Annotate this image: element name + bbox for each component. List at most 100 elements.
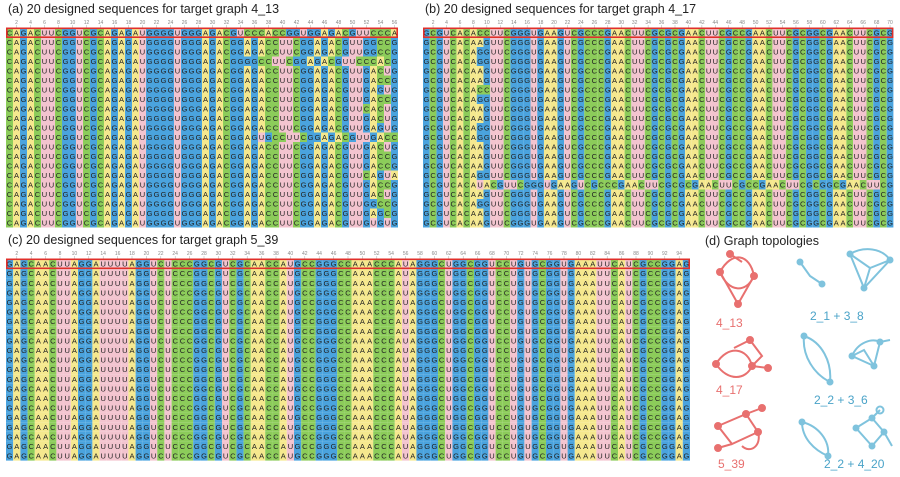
nucleotide-letter: C (266, 143, 272, 152)
nucleotide-letter: U (639, 162, 644, 171)
nucleotide-letter: A (203, 29, 208, 38)
nucleotide-letter: U (385, 143, 390, 152)
nucleotide-letter: G (665, 105, 671, 114)
nucleotide-letter: U (357, 48, 362, 57)
nucleotide-letter: U (773, 162, 778, 171)
nucleotide-letter: G (887, 171, 893, 180)
nucleotide-letter: C (800, 38, 806, 47)
nucleotide-letter: G (887, 57, 893, 66)
nucleotide-letter: C (739, 190, 745, 199)
nucleotide-letter: G (70, 152, 76, 161)
nucleotide-letter: U (477, 181, 482, 190)
nucleotide-letter: G (252, 67, 258, 76)
nucleotide-letter: G (91, 105, 97, 114)
nucleotide-letter: C (98, 152, 104, 161)
nucleotide-letter: G (746, 190, 752, 199)
nucleotide-letter: C (336, 38, 342, 47)
nucleotide-letter: A (840, 67, 845, 76)
nucleotide-letter: G (189, 114, 195, 123)
nucleotide-letter: G (161, 76, 167, 85)
nucleotide-letter: A (612, 143, 617, 152)
nucleotide-letter: C (787, 133, 793, 142)
nucleotide-letter: A (840, 114, 845, 123)
nucleotide-letter: C (84, 114, 90, 123)
nucleotide-letter: G (887, 67, 893, 76)
nucleotide-letter: A (478, 152, 483, 161)
nucleotide-letter: C (336, 76, 342, 85)
nucleotide-letter: A (105, 105, 110, 114)
nucleotide-letter: C (484, 86, 490, 95)
nucleotide-letter: A (203, 95, 208, 104)
nucleotide-letter: C (659, 152, 665, 161)
nucleotide-letter: C (719, 124, 725, 133)
nucleotide-letter: C (571, 162, 577, 171)
nucleotide-letter: A (28, 152, 33, 161)
nucleotide-letter: G (524, 162, 530, 171)
nucleotide-letter: C (867, 124, 873, 133)
nucleotide-letter: A (203, 171, 208, 180)
nucleotide-letter: A (619, 162, 624, 171)
nucleotide-letter: C (592, 152, 598, 161)
nucleotide-letter: G (63, 162, 69, 171)
nucleotide-letter: G (364, 48, 370, 57)
nucleotide-letter: U (77, 143, 82, 152)
nucleotide-letter: A (28, 67, 33, 76)
nucleotide-letter: G (578, 57, 584, 66)
nucleotide-letter: C (294, 38, 300, 47)
nucleotide-letter: G (112, 152, 118, 161)
nucleotide-letter: A (371, 124, 376, 133)
nucleotide-letter: C (430, 38, 436, 47)
nucleotide-letter: C (598, 86, 604, 95)
nucleotide-letter: G (813, 38, 819, 47)
nucleotide-letter: U (273, 57, 278, 66)
nucleotide-letter: U (511, 181, 516, 190)
nucleotide-letter: A (552, 67, 557, 76)
nucleotide-letter: G (518, 57, 524, 66)
nucleotide-letter: G (231, 124, 237, 133)
nucleotide-letter: G (371, 48, 377, 57)
nucleotide-letter: G (524, 105, 530, 114)
nucleotide-letter: U (357, 171, 362, 180)
nucleotide-letter: G (231, 152, 237, 161)
nucleotide-letter: G (63, 38, 69, 47)
nucleotide-letter: G (189, 38, 195, 47)
nucleotide-letter: G (252, 95, 258, 104)
nucleotide-letter: C (598, 171, 604, 180)
nucleotide-letter: G (343, 171, 349, 180)
nucleotide-letter: G (210, 114, 216, 123)
nucleotide-letter: C (625, 190, 631, 199)
nucleotide-letter: U (632, 29, 637, 38)
nucleotide-letter: U (498, 162, 503, 171)
nucleotide-letter: A (203, 67, 208, 76)
nucleotide-letter: G (343, 143, 349, 152)
nucleotide-letter: A (133, 29, 138, 38)
nucleotide-letter: G (252, 133, 258, 142)
nucleotide-letter: U (531, 48, 536, 57)
nucleotide-letter: C (385, 133, 391, 142)
nucleotide-letter: G (63, 181, 69, 190)
nucleotide-letter: A (217, 114, 222, 123)
nucleotide-letter: C (766, 86, 772, 95)
nucleotide-letter: U (639, 29, 644, 38)
nucleotide-letter: C (598, 190, 604, 199)
nucleotide-letter: A (552, 48, 557, 57)
nucleotide-letter: A (686, 48, 691, 57)
nucleotide-letter: U (77, 209, 82, 218)
nucleotide-letter: C (699, 76, 705, 85)
nucleotide-letter: C (847, 86, 853, 95)
nucleotide-letter: C (35, 57, 41, 66)
nucleotide-letter: C (625, 38, 631, 47)
nucleotide-letter: C (98, 95, 104, 104)
nucleotide-letter: C (385, 76, 391, 85)
nucleotide-letter: U (565, 143, 570, 152)
nucleotide-letter: C (585, 162, 591, 171)
nucleotide-letter: G (168, 181, 174, 190)
nucleotide-letter: G (168, 152, 174, 161)
nucleotide-letter: A (834, 95, 839, 104)
nucleotide-letter: U (175, 29, 180, 38)
nucleotide-letter: G (665, 76, 671, 85)
nucleotide-letter: G (112, 143, 118, 152)
nucleotide-letter: A (760, 133, 765, 142)
nucleotide-letter: U (773, 76, 778, 85)
nucleotide-letter: U (280, 114, 285, 123)
